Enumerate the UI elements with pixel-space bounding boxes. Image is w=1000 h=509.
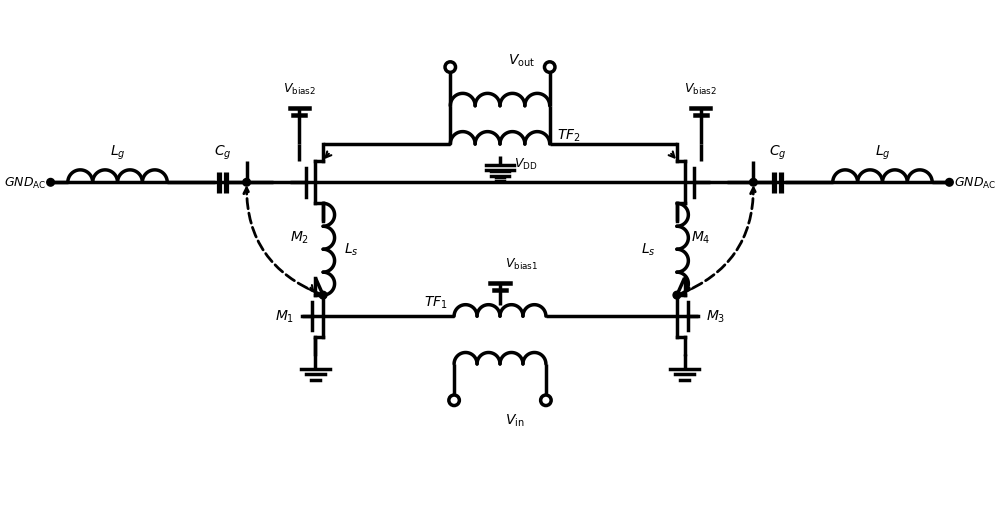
Text: $V_{\rm out}$: $V_{\rm out}$ bbox=[508, 52, 535, 69]
Circle shape bbox=[243, 179, 250, 187]
Text: $V_{\rm bias2}$: $V_{\rm bias2}$ bbox=[283, 82, 316, 97]
Circle shape bbox=[47, 179, 54, 187]
Text: $V_{\rm bias2}$: $V_{\rm bias2}$ bbox=[684, 82, 717, 97]
Text: $M_2$: $M_2$ bbox=[290, 229, 309, 245]
Text: $M_4$: $M_4$ bbox=[691, 229, 711, 245]
Text: $V_{\rm DD}$: $V_{\rm DD}$ bbox=[514, 156, 538, 172]
Text: $C_g$: $C_g$ bbox=[769, 144, 786, 162]
Text: $GND_{\rm AC}$: $GND_{\rm AC}$ bbox=[4, 176, 46, 190]
Text: $L_g$: $L_g$ bbox=[110, 144, 125, 162]
Text: $V_{\rm in}$: $V_{\rm in}$ bbox=[505, 412, 524, 429]
Text: $L_s$: $L_s$ bbox=[344, 242, 359, 258]
Text: $L_s$: $L_s$ bbox=[641, 242, 656, 258]
Text: $M_1$: $M_1$ bbox=[275, 308, 294, 325]
Text: $L_g$: $L_g$ bbox=[875, 144, 890, 162]
Circle shape bbox=[319, 292, 327, 299]
Text: $C_g$: $C_g$ bbox=[214, 144, 231, 162]
Text: $TF_2$: $TF_2$ bbox=[557, 127, 581, 144]
Text: $TF_1$: $TF_1$ bbox=[424, 294, 447, 310]
Text: $GND_{\rm AC}$: $GND_{\rm AC}$ bbox=[954, 176, 996, 190]
Text: $V_{\rm bias1}$: $V_{\rm bias1}$ bbox=[505, 257, 538, 272]
Circle shape bbox=[946, 179, 953, 187]
Text: $M_3$: $M_3$ bbox=[706, 308, 725, 325]
Circle shape bbox=[673, 292, 681, 299]
Circle shape bbox=[750, 179, 757, 187]
